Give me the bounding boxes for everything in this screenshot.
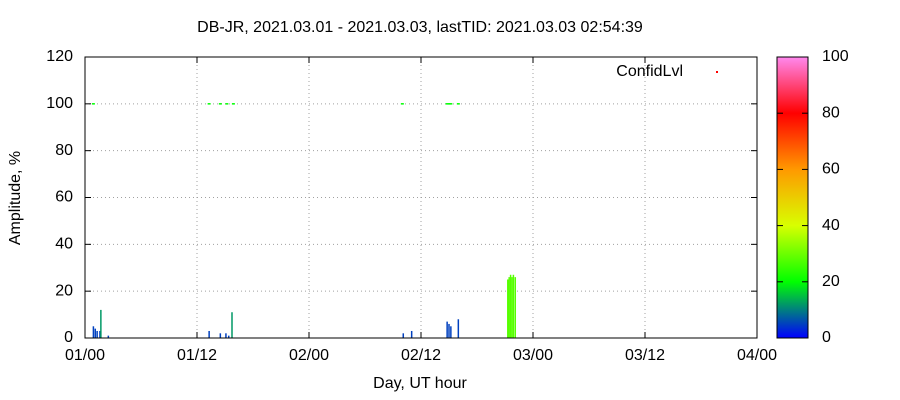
colorbar-tick-label: 80 xyxy=(822,104,840,121)
confidence-point xyxy=(456,103,460,105)
x-tick-label: 01/12 xyxy=(177,347,217,364)
confidence-point xyxy=(231,103,235,105)
y-tick-label: 40 xyxy=(55,236,73,253)
y-tick-label: 120 xyxy=(46,48,73,65)
colorbar-tick-label: 60 xyxy=(822,161,840,178)
legend-label: ConfidLvl xyxy=(616,63,683,80)
confidence-point xyxy=(225,103,229,105)
confidence-point xyxy=(91,103,95,105)
colorbar-tick-label: 0 xyxy=(822,329,831,346)
y-axis-label: Amplitude, % xyxy=(7,151,24,245)
colorbar-tick-label: 100 xyxy=(822,48,849,65)
colorbar-tick-label: 40 xyxy=(822,217,840,234)
x-tick-label: 02/12 xyxy=(401,347,441,364)
x-tick-label: 03/12 xyxy=(625,347,665,364)
x-axis-label: Day, UT hour xyxy=(373,375,467,392)
plot-frame xyxy=(84,56,758,339)
confidence-point xyxy=(400,103,404,105)
confidence-point xyxy=(447,103,451,105)
colorbar xyxy=(776,56,809,339)
colorbar-tick-label: 20 xyxy=(822,273,840,290)
chart-title: DB-JR, 2021.03.01 - 2021.03.03, lastTID:… xyxy=(197,19,643,36)
legend-marker xyxy=(716,71,718,73)
x-tick-label: 02/00 xyxy=(289,347,329,364)
x-tick-label: 03/00 xyxy=(513,347,553,364)
x-tick-label: 01/00 xyxy=(65,347,105,364)
confidence-point xyxy=(445,103,449,105)
y-tick-label: 100 xyxy=(46,95,73,112)
y-tick-label: 80 xyxy=(55,142,73,159)
confidence-point xyxy=(449,103,453,105)
confidence-point xyxy=(218,103,222,105)
y-tick-label: 60 xyxy=(55,189,73,206)
x-tick-label: 04/00 xyxy=(737,347,777,364)
y-tick-label: 20 xyxy=(55,282,73,299)
y-tick-label: 0 xyxy=(64,329,73,346)
confidence-point xyxy=(207,103,211,105)
